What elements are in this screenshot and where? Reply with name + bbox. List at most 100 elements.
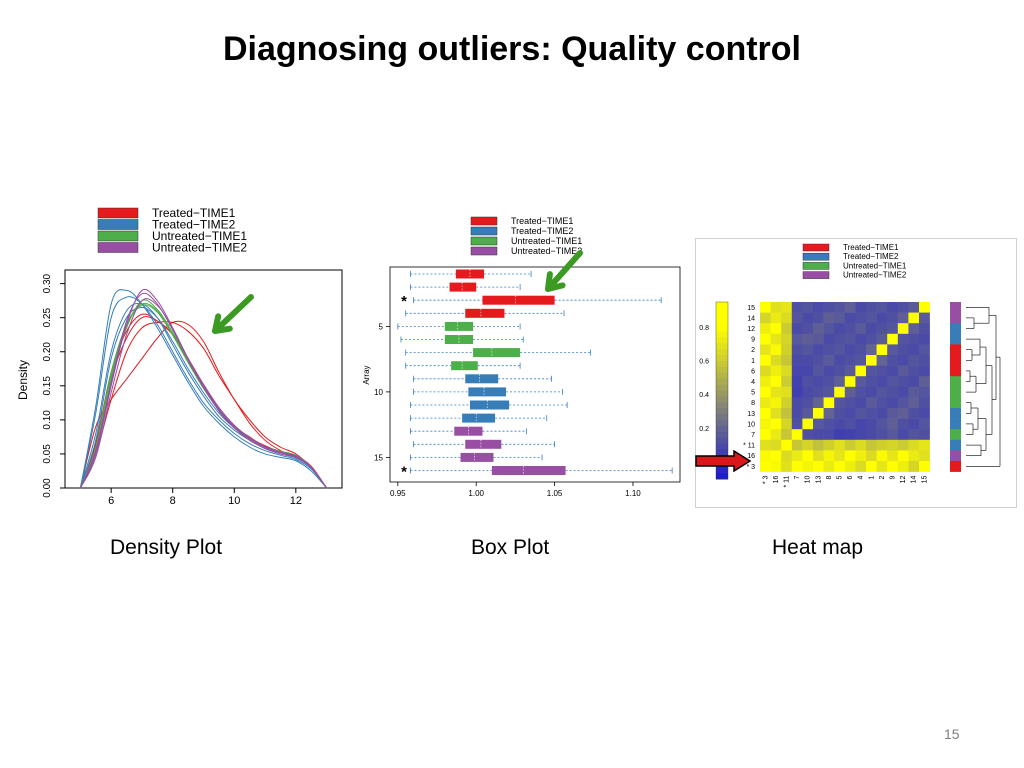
heat-cell	[791, 461, 803, 472]
heat-cell	[866, 418, 877, 430]
heat-group-swatch	[950, 461, 961, 472]
heat-cell	[897, 312, 909, 324]
heat-cell	[781, 408, 793, 419]
heat-cell	[770, 355, 782, 366]
heat-cell	[897, 429, 909, 441]
heat-cell	[876, 376, 888, 388]
heat-cell	[791, 429, 803, 441]
heat-cell	[876, 408, 888, 419]
heat-cell	[770, 312, 782, 324]
heat-cell	[876, 355, 888, 366]
box-plot: Treated−TIME1Treated−TIME2Untreated−TIME…	[362, 216, 681, 498]
heat-cell	[791, 397, 803, 409]
density-plot-frame	[64, 269, 343, 489]
heat-cell	[834, 355, 846, 366]
heat-cell	[855, 429, 867, 441]
heat-cell	[866, 386, 877, 398]
heat-cell	[844, 365, 856, 377]
heat-cell	[802, 302, 814, 313]
heat-cell	[866, 302, 877, 313]
heat-group-swatch	[950, 450, 961, 462]
heat-cell	[908, 429, 920, 441]
density-y-axis-label: Density	[16, 360, 30, 400]
heat-cell	[770, 344, 782, 356]
box-legend-swatch-3	[470, 236, 498, 246]
heat-cell	[897, 355, 909, 366]
red-arrow-icon	[695, 450, 752, 472]
density-curves	[79, 288, 328, 489]
heat-cell	[813, 386, 824, 398]
heat-cell	[760, 450, 771, 462]
heat-col-label: 5	[837, 476, 844, 480]
heat-cell	[823, 397, 835, 409]
heat-cell	[802, 344, 814, 356]
heat-cell	[770, 397, 782, 409]
density-x-tick-label: 12	[290, 495, 302, 507]
heat-cell	[908, 450, 920, 462]
heat-cell	[866, 429, 877, 441]
heat-cell	[802, 365, 814, 377]
heat-cell	[834, 418, 846, 430]
heat-map-panel: Treated−TIME1 Treated−TIME2 Untreated−TIME…	[695, 238, 1017, 508]
heat-cell	[876, 365, 888, 377]
box-3	[413, 295, 662, 305]
heat-cell	[844, 323, 856, 335]
box-10	[413, 387, 563, 397]
heat-cell	[760, 408, 771, 419]
heat-cell	[834, 365, 846, 377]
heat-legend-label-1: Treated−TIME1	[843, 243, 899, 252]
heat-row-label: 2	[751, 347, 755, 354]
heat-row-label: 7	[751, 432, 755, 439]
heat-cell	[855, 312, 867, 324]
heat-cell	[823, 429, 835, 441]
heat-cell	[844, 333, 856, 345]
heat-cell	[908, 376, 920, 388]
heat-cell	[897, 450, 909, 462]
density-x-tick-label: 6	[108, 495, 114, 507]
heat-cell	[781, 323, 793, 335]
heat-cell	[866, 323, 877, 335]
heat-cell	[760, 418, 771, 430]
box-13	[409, 426, 527, 436]
heat-cell	[802, 333, 814, 345]
density-curve-10	[79, 299, 328, 489]
heat-cell	[823, 386, 835, 398]
heat-cell	[908, 323, 920, 335]
heat-cell	[802, 397, 814, 409]
heat-cell	[866, 376, 877, 388]
heat-cell	[823, 355, 835, 366]
heat-cell	[823, 408, 835, 419]
heat-scale-label: 0.2	[699, 426, 709, 433]
heat-cell	[802, 418, 814, 430]
heat-cell	[760, 312, 771, 324]
green-arrow-icon	[212, 294, 254, 334]
heat-cell	[866, 461, 877, 472]
heat-cell	[919, 355, 930, 366]
box-8	[405, 361, 521, 371]
heat-cell	[855, 418, 867, 430]
heat-cell	[908, 333, 920, 345]
density-plot-panel: Treated−TIME1 Treated−TIME2 Untreated−TIME…	[10, 200, 350, 515]
heat-cell	[813, 397, 824, 409]
heat-col-label: 13	[815, 476, 822, 484]
density-y-tick-label: 0.15	[42, 376, 53, 396]
heat-cell	[770, 439, 782, 451]
heat-cell	[834, 450, 846, 462]
box-15	[409, 452, 543, 462]
heat-cell	[897, 333, 909, 345]
heat-cell	[908, 461, 920, 472]
density-y-tick-label: 0.25	[42, 308, 53, 328]
box-12	[409, 413, 548, 423]
density-caption: Density Plot	[110, 536, 223, 559]
heat-cell	[813, 461, 824, 472]
heat-cell	[844, 312, 856, 324]
heat-group-swatch	[950, 312, 961, 324]
heat-group-swatch	[950, 418, 961, 430]
heat-cell	[770, 450, 782, 462]
box-x-tick-label: 1.10	[625, 489, 641, 498]
heat-cell	[781, 418, 793, 430]
heat-cell	[908, 386, 920, 398]
box-x-tick-label: 0.95	[390, 489, 406, 498]
heat-cell	[866, 450, 877, 462]
heat-cell	[908, 439, 920, 451]
